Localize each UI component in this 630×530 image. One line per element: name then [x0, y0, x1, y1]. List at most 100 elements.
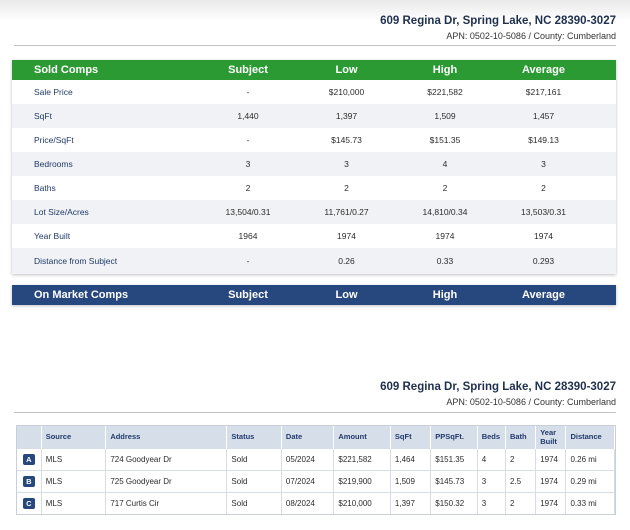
- comp-cell: 2: [505, 491, 537, 514]
- apn-county: APN: 0502-10-5086 / County: Cumberland: [446, 31, 616, 41]
- subject-value: 2: [245, 183, 251, 193]
- comp-cell: 1,397: [390, 491, 432, 514]
- row-label: Lot Size/Acres: [34, 207, 89, 217]
- comp-cell: $221,582: [333, 447, 391, 470]
- comparables-header-row: Source Address Status Date Amount SqFt PPSqFt.…: [17, 426, 615, 448]
- comp-cell: 2.5: [505, 469, 537, 492]
- comparable-row[interactable]: C MLS 717 Curtis Cir Sold 08/2024 $210,000 1,3…: [17, 491, 615, 514]
- comparables-body: A MLS 724 Goodyear Dr Sold 05/2024 $221,582 1,…: [17, 447, 615, 514]
- apn-county: APN: 0502-10-5086 / County: Cumberland: [446, 397, 616, 407]
- sold-comps-row: Bedrooms 3 3 4 3: [12, 152, 616, 176]
- comparable-row[interactable]: B MLS 725 Goodyear Dr Sold 07/2024 $219,900 1,…: [17, 469, 615, 492]
- col-subject: Subject: [228, 64, 268, 76]
- low-value: 3: [344, 159, 349, 169]
- comp-letter-badge: C: [22, 497, 35, 509]
- comparable-row[interactable]: A MLS 724 Goodyear Dr Sold 05/2024 $221,582 1,…: [17, 447, 615, 470]
- comp-cell: $219,900: [333, 469, 391, 492]
- high-value: $151.35: [429, 135, 461, 145]
- comp-cell: $145.73: [430, 469, 478, 492]
- subject-value: 13,504/0.31: [225, 207, 271, 217]
- comp-cell: Sold: [226, 469, 282, 492]
- row-label: SqFt: [34, 111, 52, 121]
- comp-letter-badge: A: [22, 453, 35, 465]
- comp-cell: 1,464: [390, 447, 432, 470]
- low-value: 2: [344, 183, 349, 193]
- high-value: 0.33: [436, 256, 454, 266]
- divider: [14, 45, 616, 46]
- comp-cell: $210,000: [333, 491, 391, 514]
- column-header: PPSqFt.: [430, 426, 478, 448]
- col-high: High: [432, 289, 458, 301]
- sold-comps-row: Lot Size/Acres 13,504/0.31 11,761/0.27 14,8…: [12, 200, 616, 224]
- column-header: Amount: [333, 426, 391, 448]
- row-label: Bedrooms: [34, 159, 73, 169]
- low-value: $145.73: [331, 135, 362, 145]
- row-label: Sale Price: [34, 87, 73, 97]
- average-value: 2: [541, 183, 546, 193]
- subject-value: 3: [245, 159, 251, 169]
- comp-cell: 0.26 mi: [565, 447, 615, 470]
- sold-comps-row: Year Built 1964 1974 1974 1974: [12, 224, 616, 248]
- subject-value: 1,440: [237, 111, 259, 121]
- on-market-comps-table: On Market Comps Subject Low High Average: [12, 285, 616, 305]
- average-value: 3: [541, 159, 546, 169]
- low-value: 1,397: [335, 111, 358, 121]
- average-value: 1,457: [532, 111, 555, 121]
- comp-marker: A: [17, 447, 42, 470]
- comp-cell: 07/2024: [281, 469, 335, 492]
- comp-marker: B: [17, 469, 42, 492]
- comp-cell: 724 Goodyear Dr: [105, 447, 228, 470]
- comp-cell: 725 Goodyear Dr: [105, 469, 228, 492]
- column-header: Distance: [565, 426, 615, 448]
- divider: [14, 412, 616, 413]
- average-value: 0.293: [532, 256, 555, 266]
- sold-comps-rows: Sale Price - $210,000 $221,582 $217,161 SqFt 1…: [12, 80, 616, 274]
- row-label: Price/SqFt: [34, 135, 74, 145]
- comp-cell: 08/2024: [281, 491, 335, 514]
- low-value: 0.26: [338, 256, 355, 266]
- col-average: Average: [521, 289, 565, 301]
- column-header: Bath: [505, 426, 537, 448]
- sold-comps-row: Price/SqFt - $145.73 $151.35 $149.13: [12, 128, 616, 152]
- low-value: 11,761/0.27: [324, 207, 369, 217]
- comp-cell: Sold: [226, 447, 282, 470]
- column-header: Source: [41, 426, 107, 448]
- on-market-comps-title: On Market Comps: [34, 289, 129, 301]
- comp-cell: MLS: [41, 469, 107, 492]
- comp-cell: 3: [477, 469, 506, 492]
- column-header: Status: [226, 426, 282, 448]
- subject-value: -: [246, 256, 250, 266]
- comp-cell: 0.33 mi: [565, 491, 615, 514]
- comp-cell: MLS: [41, 447, 107, 470]
- comp-cell: 717 Curtis Cir: [105, 491, 228, 514]
- comp-marker: C: [17, 491, 42, 514]
- col-subject: Subject: [228, 289, 268, 301]
- row-label: Distance from Subject: [34, 256, 118, 266]
- sold-comps-header: Sold Comps Subject Low High Average: [12, 60, 616, 80]
- column-header: SqFt: [390, 426, 432, 448]
- sold-comps-row: Distance from Subject - 0.26 0.33 0.293: [12, 248, 616, 274]
- comp-cell: 1974: [535, 491, 567, 514]
- comp-cell: 0.29 mi: [565, 469, 615, 492]
- sold-comps-table: Sold Comps Subject Low High Average Sale…: [12, 60, 616, 274]
- property-address: 609 Regina Dr, Spring Lake, NC 28390-302…: [380, 15, 616, 27]
- col-low: Low: [335, 64, 358, 76]
- high-value: 2: [442, 183, 448, 193]
- high-value: 4: [442, 159, 448, 169]
- comp-cell: 2: [505, 447, 537, 470]
- comp-cell: $150.32: [430, 491, 478, 514]
- comp-cell: MLS: [41, 491, 107, 514]
- high-value: $221,582: [427, 87, 463, 97]
- average-value: $217,161: [525, 87, 562, 97]
- col-average: Average: [521, 64, 565, 76]
- comparables-table: Source Address Status Date Amount SqFt PPSqFt.…: [16, 425, 616, 515]
- top-shade: [0, 0, 630, 22]
- column-header: Address: [105, 426, 228, 448]
- subject-value: 1964: [238, 231, 258, 241]
- column-header: Year Built: [535, 426, 567, 448]
- comp-cell: 05/2024: [281, 447, 335, 470]
- comp-cell: Sold: [226, 491, 282, 514]
- sold-comps-row: Baths 2 2 2 2: [12, 176, 616, 200]
- report-header: 609 Regina Dr, Spring Lake, NC 28390-302…: [380, 15, 616, 41]
- sold-comps-title: Sold Comps: [34, 64, 99, 76]
